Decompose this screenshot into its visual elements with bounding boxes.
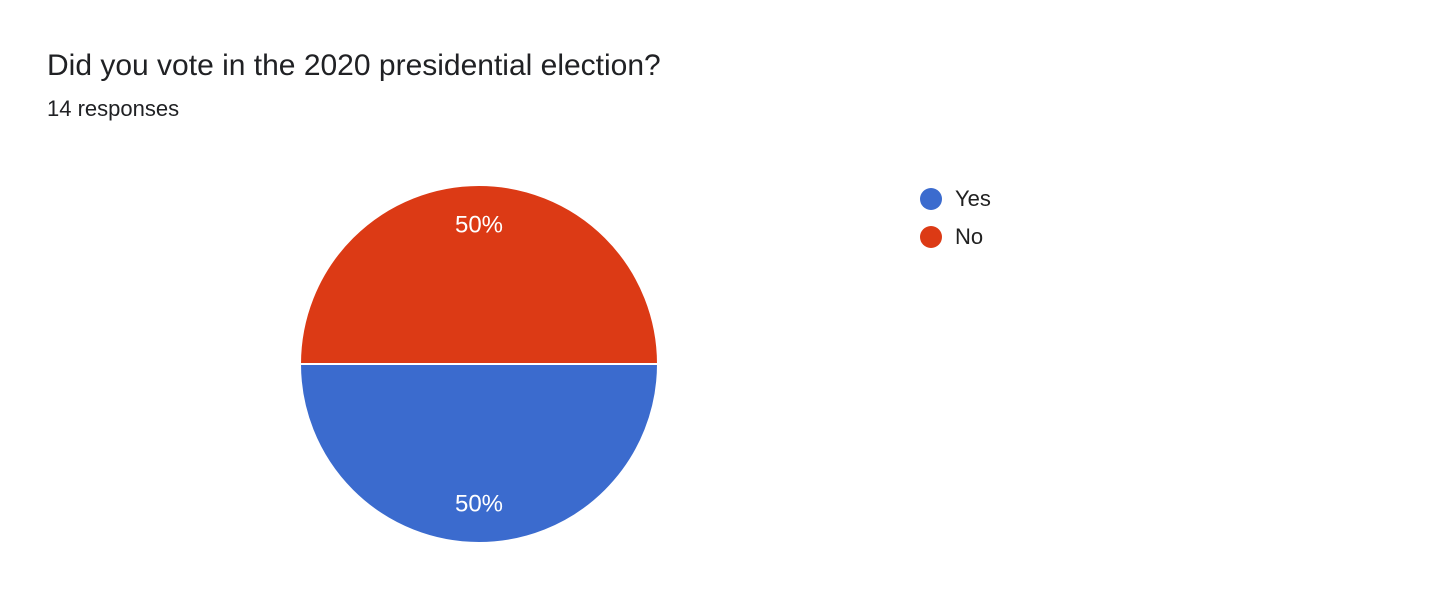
legend-item-yes: Yes xyxy=(920,185,991,213)
legend-item-no: No xyxy=(920,223,991,251)
pie-slice-no[interactable] xyxy=(299,184,659,365)
chart-legend: Yes No xyxy=(920,185,991,251)
legend-item-label: No xyxy=(955,224,984,249)
response-count: 14 responses xyxy=(47,96,180,121)
question-title: Did you vote in the 2020 presidential el… xyxy=(47,49,661,82)
legend-item-label: Yes xyxy=(955,186,991,211)
pie-chart: 50% 50% xyxy=(299,184,659,544)
slice-percent-label: 50% xyxy=(455,211,503,238)
legend-swatch-icon xyxy=(920,188,942,210)
slice-percent-label: 50% xyxy=(455,491,503,518)
legend-swatch-icon xyxy=(920,226,942,248)
pie-slice-yes[interactable] xyxy=(299,363,659,544)
